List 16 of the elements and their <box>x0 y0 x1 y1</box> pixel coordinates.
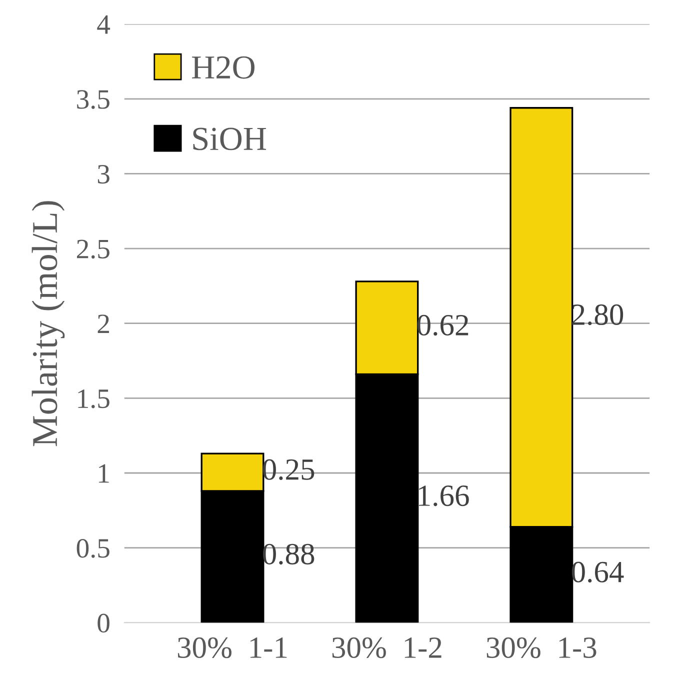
legend-label: SiOH <box>193 128 266 150</box>
data-label: 1.66 <box>418 486 469 506</box>
y-tick-label: 1.5 <box>78 389 110 408</box>
x-tick-label: 30% 1-1 <box>178 637 287 658</box>
y-tick-label: 2 <box>98 314 109 333</box>
y-tick-label: 4 <box>97 15 110 34</box>
legend-label: H2O <box>192 56 254 79</box>
y-axis-title: Molarity (mol/L) <box>32 201 65 446</box>
y-tick-label: 3.5 <box>77 90 110 109</box>
x-tick-label: 30% 1-3 <box>486 637 596 658</box>
y-tick-label: 1 <box>99 464 109 483</box>
y-tick-label: 3 <box>98 164 110 184</box>
y-tick-label: 2.5 <box>76 240 110 259</box>
y-tick-label: 0 <box>98 614 110 633</box>
y-tick-label: 0.5 <box>76 538 110 558</box>
x-tick-label: 30% 1-2 <box>332 637 442 658</box>
